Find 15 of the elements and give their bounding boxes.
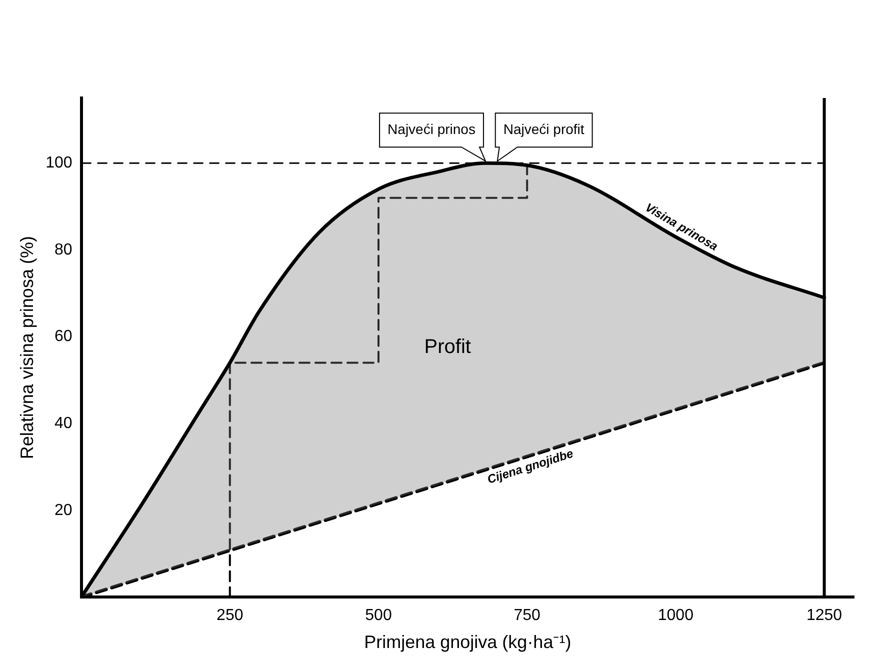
x-tick-label: 250 [216, 607, 244, 624]
y-axis-title: Relativna visina prinosa (%) [16, 236, 37, 460]
y-tick-label: 100 [46, 154, 72, 172]
x-tick-label: 1250 [806, 607, 842, 624]
x-tick-label: 750 [514, 607, 541, 624]
annotation: Profit [424, 336, 472, 358]
y-tick-label: 40 [54, 414, 72, 432]
annotation: Najveći profit [503, 120, 584, 137]
y-tick-label: 20 [54, 502, 72, 519]
x-tick-label: 1000 [658, 607, 694, 624]
x-axis-title: Primjena gnojiva (kg·ha⁻¹) [364, 632, 572, 652]
x-tick-label: 500 [365, 607, 392, 624]
y-tick-label: 60 [54, 328, 72, 346]
annotation: Najveći prinos [388, 120, 476, 137]
y-tick-label: 80 [54, 241, 72, 258]
